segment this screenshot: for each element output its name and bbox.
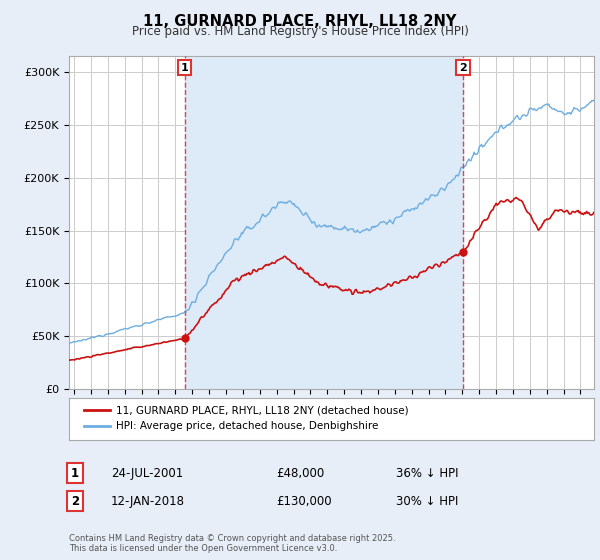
Text: 1: 1: [71, 466, 79, 480]
Text: £130,000: £130,000: [276, 494, 332, 508]
Text: 2: 2: [459, 63, 467, 73]
Text: Contains HM Land Registry data © Crown copyright and database right 2025.
This d: Contains HM Land Registry data © Crown c…: [69, 534, 395, 553]
Text: 24-JUL-2001: 24-JUL-2001: [111, 466, 183, 480]
Text: 2: 2: [71, 494, 79, 508]
Text: 12-JAN-2018: 12-JAN-2018: [111, 494, 185, 508]
Text: 36% ↓ HPI: 36% ↓ HPI: [396, 466, 458, 480]
Text: £48,000: £48,000: [276, 466, 324, 480]
Text: Price paid vs. HM Land Registry's House Price Index (HPI): Price paid vs. HM Land Registry's House …: [131, 25, 469, 38]
Text: 11, GURNARD PLACE, RHYL, LL18 2NY: 11, GURNARD PLACE, RHYL, LL18 2NY: [143, 14, 457, 29]
Text: 1: 1: [181, 63, 188, 73]
Legend: 11, GURNARD PLACE, RHYL, LL18 2NY (detached house), HPI: Average price, detached: 11, GURNARD PLACE, RHYL, LL18 2NY (detac…: [79, 402, 413, 435]
Text: 30% ↓ HPI: 30% ↓ HPI: [396, 494, 458, 508]
Bar: [185, 56, 463, 389]
